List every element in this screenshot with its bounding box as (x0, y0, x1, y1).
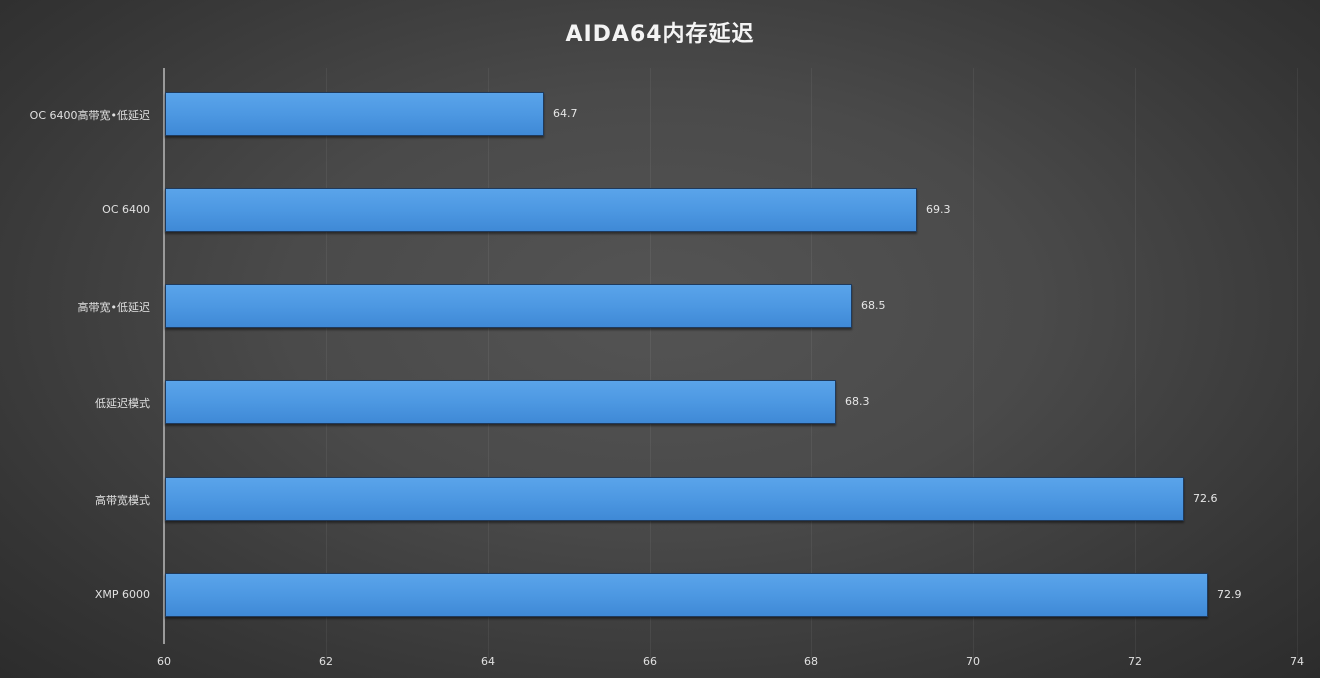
category-label: 高带宽模式 (95, 494, 150, 507)
bar (165, 284, 852, 328)
value-label: 68.3 (845, 395, 870, 408)
gridline (488, 68, 489, 658)
x-tick-label: 64 (481, 655, 495, 668)
category-label: OC 6400高带宽•低延迟 (29, 109, 150, 122)
bar (165, 188, 917, 232)
x-tick-label: 62 (319, 655, 333, 668)
bar (165, 92, 544, 136)
value-label: 69.3 (926, 203, 951, 216)
category-label: OC 6400 (102, 203, 150, 216)
gridline (326, 68, 327, 658)
gridline (811, 68, 812, 658)
category-label: 低延迟模式 (95, 397, 150, 410)
chart-title: AIDA64内存延迟 (565, 22, 755, 47)
gridline (650, 68, 651, 658)
x-tick-label: 70 (966, 655, 980, 668)
y-axis-line (163, 68, 165, 644)
x-tick-label: 68 (804, 655, 818, 668)
value-label: 68.5 (861, 299, 886, 312)
bar (165, 477, 1184, 521)
x-tick-label: 74 (1290, 655, 1304, 668)
bar (165, 380, 836, 424)
value-label: 64.7 (553, 107, 578, 120)
category-label: XMP 6000 (94, 588, 150, 601)
bar (165, 573, 1208, 617)
category-label: 高带宽•低延迟 (77, 301, 151, 314)
x-tick-label: 72 (1128, 655, 1142, 668)
gridline (973, 68, 974, 658)
value-label: 72.6 (1193, 492, 1218, 505)
value-label: 72.9 (1217, 588, 1242, 601)
x-tick-label: 66 (643, 655, 657, 668)
gridline (1135, 68, 1136, 658)
x-tick-label: 60 (157, 655, 171, 668)
gridline (1297, 68, 1298, 658)
